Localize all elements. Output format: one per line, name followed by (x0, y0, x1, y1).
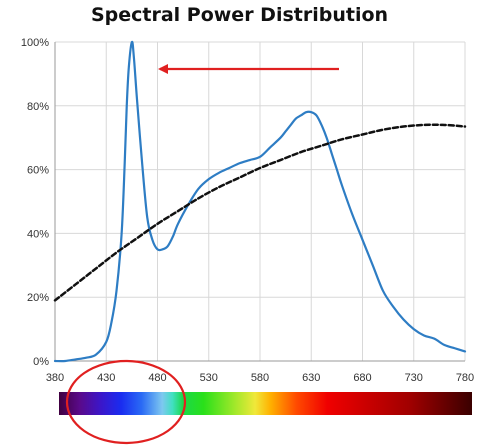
series-line-solid (53, 40, 467, 363)
y-tick-label: 80% (27, 101, 49, 113)
x-tick-label: 380 (46, 372, 64, 384)
series-line-dashed (53, 123, 467, 302)
tick-labels: 0% 20% 40% 60% 80% 100% 380 430 480 530 580 630 680 7… (21, 37, 474, 384)
x-tick-label: 630 (302, 372, 320, 384)
x-tick-label: 430 (97, 372, 115, 384)
spectrum-bar (59, 392, 472, 415)
grid-lines (54, 41, 466, 362)
y-tick-label: 20% (27, 292, 49, 304)
chart-title: Spectral Power Distribution (90, 4, 389, 26)
red-ellipse-annotation (65, 359, 187, 445)
annotations (65, 64, 339, 445)
series-group (53, 40, 467, 363)
x-tick-label: 530 (200, 372, 218, 384)
y-tick-label: 100% (21, 37, 49, 49)
x-tick-label: 680 (353, 372, 371, 384)
x-tick-label: 780 (456, 372, 474, 384)
y-tick-label: 40% (27, 228, 49, 240)
x-tick-label: 730 (405, 372, 423, 384)
x-tick-label: 580 (251, 372, 269, 384)
y-tick-label: 0% (33, 356, 49, 368)
spectrum-bar-group (59, 392, 472, 415)
y-tick-label: 60% (27, 165, 49, 177)
x-tick-label: 480 (148, 372, 166, 384)
